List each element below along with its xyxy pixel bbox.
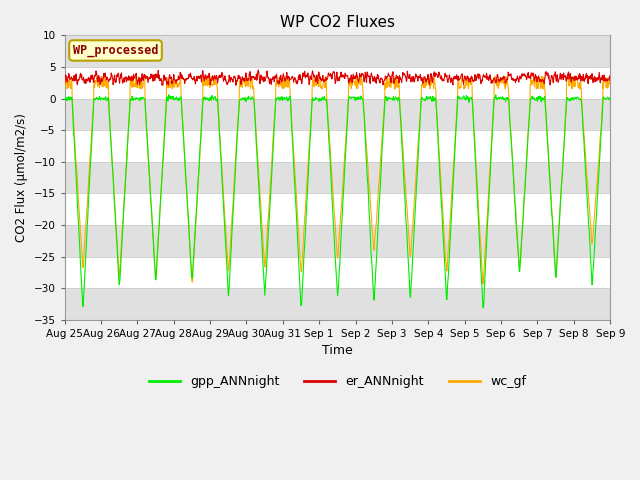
Y-axis label: CO2 Flux (μmol/m2/s): CO2 Flux (μmol/m2/s) xyxy=(15,113,28,242)
er_ANNnight xyxy=(169,77,177,83)
er_ANNnight xyxy=(423,76,431,82)
er_ANNnight xyxy=(494,74,502,80)
gpp_ANNnight xyxy=(422,94,430,99)
gpp_ANNnight xyxy=(182,181,190,187)
wc_gf xyxy=(479,281,486,287)
er_ANNnight xyxy=(159,83,166,88)
Bar xyxy=(65,288,611,320)
wc_gf xyxy=(284,73,291,79)
gpp_ANNnight xyxy=(607,96,614,101)
Legend: gpp_ANNnight, er_ANNnight, wc_gf: gpp_ANNnight, er_ANNnight, wc_gf xyxy=(143,370,531,393)
er_ANNnight xyxy=(255,67,262,73)
Bar xyxy=(65,36,611,67)
Bar xyxy=(65,162,611,193)
gpp_ANNnight xyxy=(243,95,251,101)
wc_gf xyxy=(169,81,177,86)
wc_gf xyxy=(494,85,502,91)
gpp_ANNnight xyxy=(165,92,173,97)
Bar xyxy=(65,98,611,130)
Line: wc_gf: wc_gf xyxy=(65,76,611,284)
Line: gpp_ANNnight: gpp_ANNnight xyxy=(65,95,611,308)
wc_gf xyxy=(542,114,550,120)
er_ANNnight xyxy=(542,69,550,74)
er_ANNnight xyxy=(243,76,251,82)
wc_gf xyxy=(61,85,68,91)
er_ANNnight xyxy=(61,81,68,87)
gpp_ANNnight xyxy=(542,114,550,120)
er_ANNnight xyxy=(182,75,190,81)
X-axis label: Time: Time xyxy=(322,344,353,357)
Text: WP_processed: WP_processed xyxy=(73,44,158,57)
gpp_ANNnight xyxy=(494,95,502,100)
Title: WP CO2 Fluxes: WP CO2 Fluxes xyxy=(280,15,395,30)
Line: er_ANNnight: er_ANNnight xyxy=(65,70,611,85)
gpp_ANNnight xyxy=(61,93,68,98)
wc_gf xyxy=(607,78,614,84)
gpp_ANNnight xyxy=(169,94,177,99)
er_ANNnight xyxy=(607,78,614,84)
wc_gf xyxy=(243,83,251,89)
Bar xyxy=(65,225,611,256)
gpp_ANNnight xyxy=(479,305,487,311)
wc_gf xyxy=(422,82,430,88)
wc_gf xyxy=(182,178,190,184)
